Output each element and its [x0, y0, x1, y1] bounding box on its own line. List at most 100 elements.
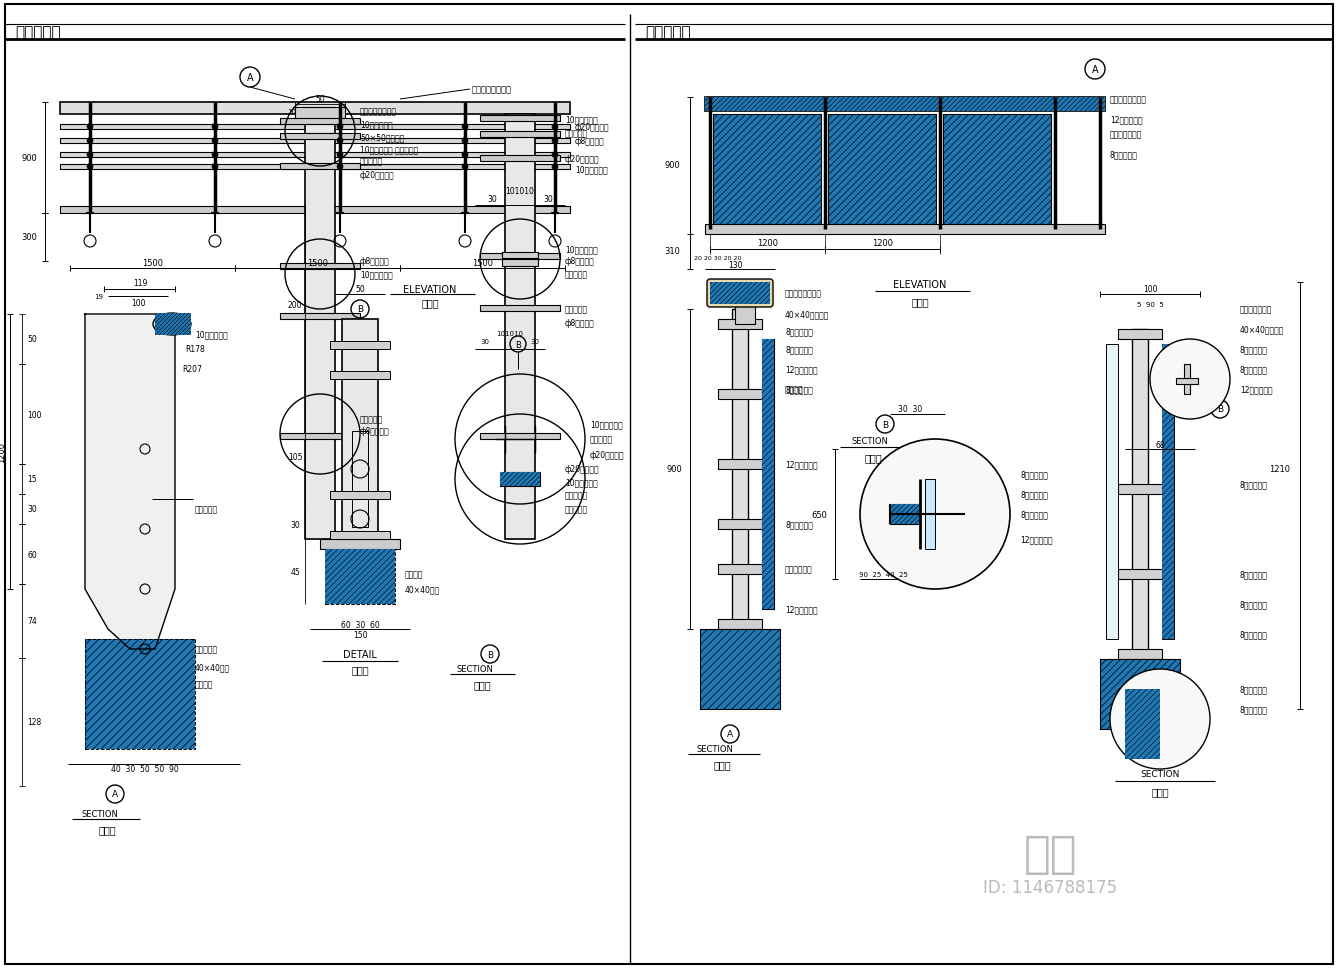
- Bar: [1132, 329, 1148, 659]
- Text: 楼梯、栏杆: 楼梯、栏杆: [15, 25, 60, 41]
- Text: B: B: [515, 340, 520, 349]
- Text: 不锈钢螺栓: 不锈钢螺栓: [195, 644, 218, 654]
- Text: 900: 900: [666, 465, 682, 474]
- Text: 74: 74: [27, 617, 36, 626]
- Bar: [320, 540, 400, 549]
- Circle shape: [860, 440, 1010, 589]
- Text: 45: 45: [290, 568, 300, 577]
- Bar: [1100, 659, 1180, 730]
- Text: 300: 300: [21, 234, 37, 242]
- Text: 8厘钢板烤漆: 8厘钢板烤漆: [1240, 685, 1268, 694]
- Circle shape: [462, 152, 468, 158]
- Text: 15: 15: [27, 475, 36, 484]
- Bar: [280, 314, 360, 320]
- Bar: [352, 431, 368, 527]
- Text: 剖面图: 剖面图: [98, 825, 116, 834]
- Text: 8厚钢板烤漆: 8厚钢板烤漆: [785, 328, 814, 336]
- Text: 310: 310: [664, 247, 680, 256]
- Text: 10厘钢板烤漆: 10厘钢板烤漆: [195, 330, 227, 339]
- Text: A: A: [246, 73, 253, 83]
- Bar: [280, 134, 360, 140]
- Bar: [1161, 345, 1173, 640]
- Text: 不锈钢螺钉: 不锈钢螺钉: [360, 157, 383, 167]
- Text: ф8圆钢烤漆: ф8圆钢烤漆: [565, 318, 595, 328]
- Circle shape: [462, 139, 468, 144]
- Bar: [500, 473, 541, 486]
- Bar: [280, 119, 360, 125]
- Text: DETAIL: DETAIL: [343, 649, 377, 659]
- Text: 10厘钢板烤漆: 10厘钢板烤漆: [590, 421, 622, 429]
- Text: 1200: 1200: [0, 442, 7, 462]
- Text: 知末: 知末: [1024, 832, 1077, 876]
- Text: 900: 900: [21, 154, 37, 163]
- Text: B: B: [487, 650, 494, 659]
- Bar: [155, 314, 191, 335]
- Bar: [943, 115, 1052, 225]
- Text: 8厘钢板烤漆: 8厘钢板烤漆: [1240, 480, 1268, 489]
- Text: 12厘钢化玻璃: 12厘钢化玻璃: [1020, 535, 1053, 544]
- Text: ELEVATION: ELEVATION: [403, 285, 456, 295]
- Text: 40×40角钢烤漆: 40×40角钢烤漆: [785, 310, 830, 319]
- Bar: [330, 531, 389, 540]
- Bar: [719, 619, 763, 629]
- Bar: [719, 564, 763, 575]
- Text: 650: 650: [811, 510, 827, 519]
- Circle shape: [1149, 340, 1230, 420]
- Text: 沉头螺钉: 沉头螺钉: [785, 385, 804, 394]
- Text: 实木椭圆扶手清漆: 实木椭圆扶手清漆: [472, 85, 512, 94]
- Text: 立面图: 立面图: [911, 297, 929, 306]
- Text: ф8圆钢烤漆: ф8圆钢烤漆: [360, 427, 389, 436]
- Circle shape: [211, 139, 218, 144]
- Text: 8厘钢板烤漆: 8厘钢板烤漆: [1020, 490, 1048, 499]
- Text: 不锈钢螺栓: 不锈钢螺栓: [590, 435, 613, 444]
- Circle shape: [553, 139, 558, 144]
- Bar: [735, 304, 755, 325]
- Text: ф20圆钢烤漆: ф20圆钢烤漆: [590, 450, 625, 459]
- Text: 1200: 1200: [757, 239, 777, 248]
- Text: 8厘钢板烤漆: 8厘钢板烤漆: [1240, 345, 1268, 354]
- Bar: [500, 473, 541, 486]
- Bar: [890, 505, 921, 524]
- Bar: [480, 254, 561, 260]
- Text: R207: R207: [182, 365, 202, 374]
- Bar: [480, 433, 561, 440]
- Bar: [828, 115, 937, 225]
- Bar: [700, 629, 780, 709]
- Text: 不锈钢螺栓: 不锈钢螺栓: [195, 505, 218, 514]
- Text: 12厚钢化玻璃: 12厚钢化玻璃: [785, 605, 818, 614]
- Circle shape: [87, 165, 94, 171]
- Text: 60: 60: [27, 550, 36, 559]
- Bar: [943, 115, 1052, 225]
- Circle shape: [211, 124, 218, 131]
- Text: B: B: [357, 305, 363, 314]
- Bar: [1107, 345, 1119, 640]
- Text: 50: 50: [355, 285, 365, 295]
- Text: 10: 10: [288, 109, 297, 115]
- Bar: [330, 342, 389, 350]
- Text: B: B: [882, 421, 888, 429]
- Text: 8厘钢板烤漆: 8厘钢板烤漆: [1240, 704, 1268, 714]
- Text: 30: 30: [480, 338, 490, 345]
- Text: 50: 50: [27, 335, 36, 344]
- Bar: [280, 433, 360, 440]
- Bar: [60, 165, 570, 170]
- Text: ELEVATION: ELEVATION: [894, 280, 947, 290]
- Text: 12厘钢化玻璃: 12厘钢化玻璃: [1240, 385, 1272, 394]
- Text: 8厘钢板烤漆: 8厘钢板烤漆: [1240, 600, 1268, 609]
- Ellipse shape: [153, 314, 191, 335]
- Bar: [480, 116, 561, 122]
- Text: 10厚钢板烤漆: 10厚钢板烤漆: [360, 120, 393, 130]
- Text: 8厘钢板烤漆: 8厘钢板烤漆: [1240, 365, 1268, 374]
- Text: ф8圆钢烤漆: ф8圆钢烤漆: [575, 137, 605, 145]
- Circle shape: [211, 165, 218, 171]
- Text: ф20圆钢烤漆: ф20圆钢烤漆: [565, 155, 599, 165]
- Bar: [925, 480, 935, 549]
- Text: 19: 19: [94, 294, 103, 299]
- Circle shape: [211, 152, 218, 158]
- Text: 8厚钢板烤漆: 8厚钢板烤漆: [1111, 150, 1137, 159]
- Bar: [504, 115, 535, 540]
- Text: 8厘钢板烤漆: 8厘钢板烤漆: [1020, 510, 1048, 519]
- Text: 10厚钢板烤漆: 10厚钢板烤漆: [565, 245, 598, 254]
- Text: 1500: 1500: [306, 258, 328, 267]
- Text: 预埋钢板: 预埋钢板: [405, 570, 424, 578]
